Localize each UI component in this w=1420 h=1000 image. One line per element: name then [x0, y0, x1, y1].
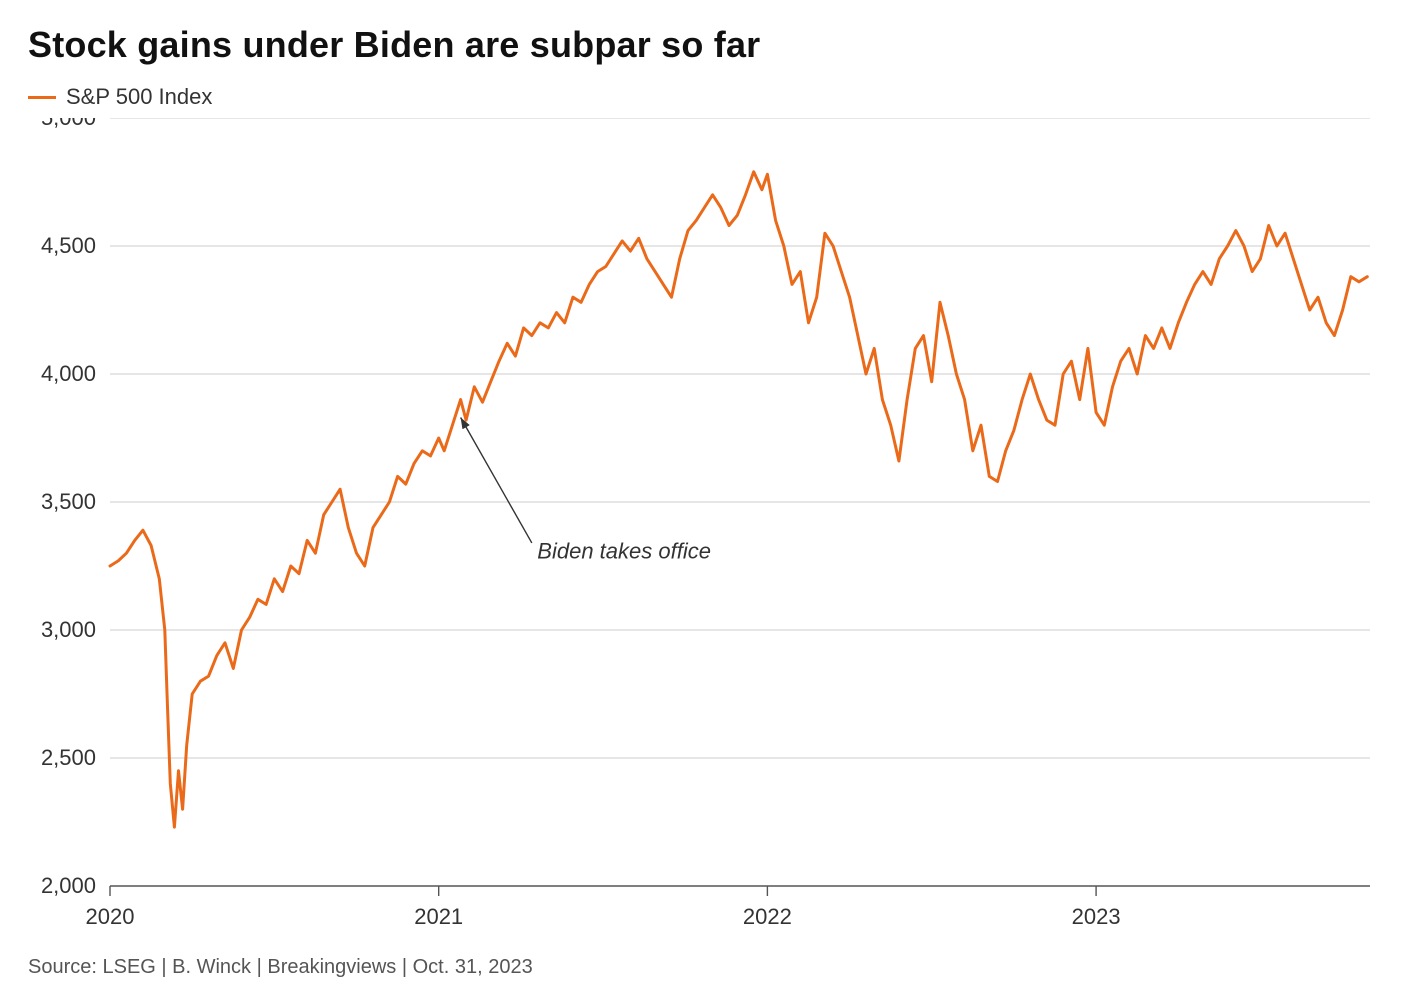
svg-text:5,000: 5,000	[41, 118, 96, 130]
chart-title: Stock gains under Biden are subpar so fa…	[28, 24, 1392, 66]
legend: S&P 500 Index	[28, 84, 1392, 110]
svg-text:Biden takes office: Biden takes office	[537, 538, 711, 563]
svg-text:2,500: 2,500	[41, 745, 96, 770]
chart-plot: 2,000 2,500 3,000 3,500 4,000 4,500 5,000 2020 2…	[28, 118, 1392, 938]
svg-text:4,500: 4,500	[41, 233, 96, 258]
svg-text:2020: 2020	[86, 904, 135, 929]
legend-swatch	[28, 96, 56, 99]
svg-text:2023: 2023	[1072, 904, 1121, 929]
legend-label: S&P 500 Index	[66, 84, 212, 110]
svg-text:2022: 2022	[743, 904, 792, 929]
svg-text:4,000: 4,000	[41, 361, 96, 386]
chart-svg: 2,000 2,500 3,000 3,500 4,000 4,500 5,000 2020 2…	[28, 118, 1388, 938]
svg-text:3,000: 3,000	[41, 617, 96, 642]
svg-text:2,000: 2,000	[41, 873, 96, 898]
svg-text:2021: 2021	[414, 904, 463, 929]
source-line: Source: LSEG | B. Winck | Breakingviews …	[28, 956, 1392, 979]
svg-text:3,500: 3,500	[41, 489, 96, 514]
